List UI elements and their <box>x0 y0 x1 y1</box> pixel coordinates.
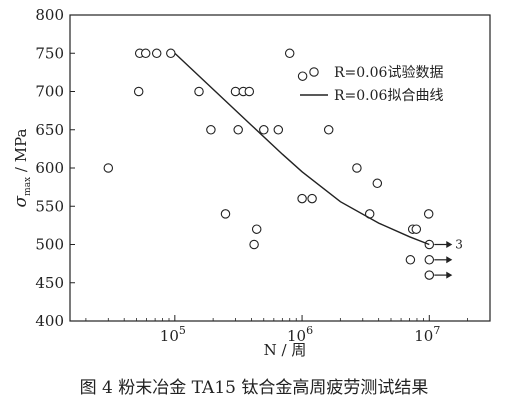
x-axis-title: N / 周 <box>264 341 307 359</box>
data-point <box>251 224 262 234</box>
y-tick-label: 700 <box>35 83 64 101</box>
data-point <box>166 48 176 59</box>
data-point <box>151 48 162 59</box>
runout-arrow-head <box>446 241 453 248</box>
data-point <box>259 125 269 135</box>
y-tick-label: 550 <box>35 197 64 215</box>
y-tick-label: 400 <box>35 312 64 330</box>
data-point <box>323 125 334 135</box>
y-tick-label: 800 <box>35 6 64 24</box>
runout-count-label: 3 <box>455 238 463 252</box>
data-point <box>423 209 434 219</box>
data-point <box>206 125 216 135</box>
x-tick-label: 106 <box>287 324 313 345</box>
data-point <box>220 209 231 219</box>
data-point <box>372 178 383 189</box>
fit-curve <box>174 52 430 246</box>
runout-arrow-head <box>446 271 453 279</box>
y-tick-label: 750 <box>35 44 64 62</box>
data-point <box>411 224 422 234</box>
data-point <box>297 193 307 204</box>
data-point <box>230 86 241 97</box>
figure-caption: 图 4 粉末冶金 TA15 钛合金高周疲劳测试结果 <box>79 378 429 398</box>
data-point <box>133 86 144 97</box>
data-point <box>273 125 284 135</box>
data-point <box>233 125 243 135</box>
data-point <box>405 255 416 265</box>
data-point <box>249 239 259 250</box>
legend-label: R=0.06拟合曲线 <box>334 88 443 104</box>
data-point <box>424 270 435 280</box>
data-point <box>424 255 435 265</box>
data-point <box>140 48 151 59</box>
legend: R=0.06试验数据 R=0.06拟合曲线 <box>300 65 443 104</box>
x-tick-label: 107 <box>414 324 440 345</box>
y-tick-label: 650 <box>35 121 64 139</box>
y-tick-label: 450 <box>35 274 64 292</box>
data-point <box>244 86 255 97</box>
series-layer: 3 <box>103 48 463 280</box>
y-tick-label: 600 <box>35 159 64 177</box>
runout-arrow-head <box>446 256 453 264</box>
y-axis-title: σmax / MPa <box>11 128 33 207</box>
data-point <box>194 86 204 97</box>
y-tick-label: 500 <box>35 236 64 254</box>
data-point <box>103 163 114 173</box>
legend-marker <box>309 67 319 77</box>
axes: 400 450 500 550 600 650 700 750 800 105 106 107 N / … <box>11 6 491 359</box>
data-point <box>352 163 362 173</box>
data-point <box>307 193 317 204</box>
data-point <box>284 48 295 59</box>
x-tick-label: 105 <box>160 324 186 345</box>
legend-label: R=0.06试验数据 <box>334 65 443 81</box>
data-point <box>297 71 308 81</box>
